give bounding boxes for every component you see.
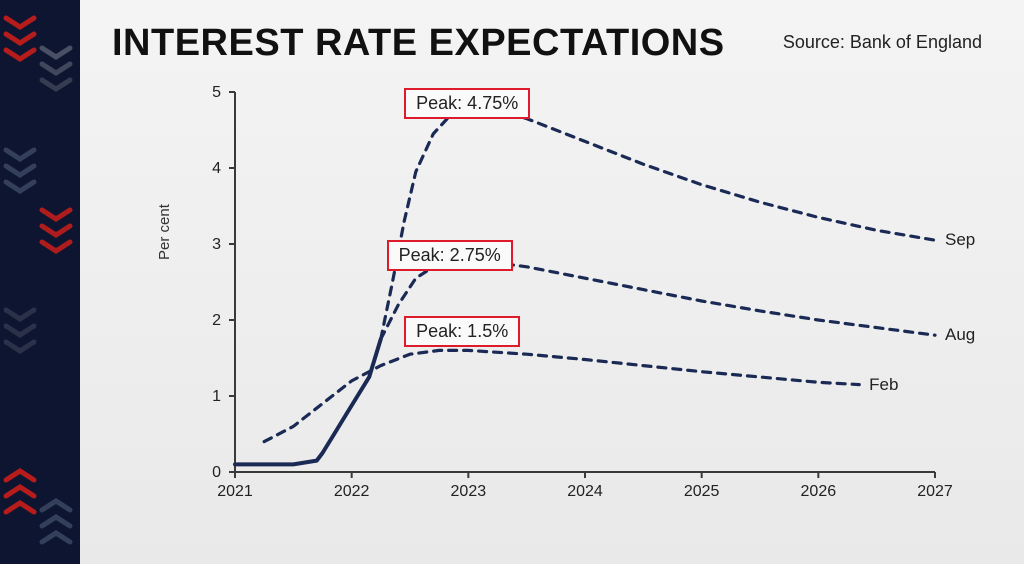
y-tick-label: 1: [212, 388, 221, 405]
side-strip-chevrons: [0, 0, 80, 564]
x-tick-label: 2027: [917, 483, 953, 500]
x-tick-label: 2025: [684, 483, 720, 500]
series-end-label-sep: Sep: [945, 230, 975, 250]
peak-label-aug: Peak: 2.75%: [387, 240, 513, 271]
source-label: Source: Bank of England: [783, 32, 982, 53]
peak-label-sep: Peak: 4.75%: [404, 88, 530, 119]
y-tick-label: 2: [212, 312, 221, 329]
x-tick-label: 2024: [567, 483, 603, 500]
y-tick-label: 3: [212, 236, 221, 253]
series-feb: [264, 350, 859, 441]
y-axis-label: Per cent: [156, 204, 173, 260]
x-tick-label: 2021: [217, 483, 253, 500]
x-tick-label: 2026: [801, 483, 837, 500]
x-tick-label: 2022: [334, 483, 370, 500]
peak-label-feb: Peak: 1.5%: [404, 316, 520, 347]
y-tick-label: 4: [212, 160, 221, 177]
page-title: INTEREST RATE EXPECTATIONS: [112, 22, 725, 65]
series-sep: [381, 107, 935, 339]
main-panel: INTEREST RATE EXPECTATIONS Source: Bank …: [80, 0, 1024, 564]
line-chart: 0 1 2 3 4 5 2021 2022 2023 2024 2025 2026 2027: [185, 82, 985, 512]
chart-area: 0 1 2 3 4 5 2021 2022 2023 2024 2025 2026 2027 Peak:…: [185, 82, 985, 512]
series-end-label-feb: Feb: [869, 375, 898, 395]
series-history: [235, 339, 381, 464]
y-tick-label: 0: [212, 464, 221, 481]
side-strip: [0, 0, 80, 564]
series-end-label-aug: Aug: [945, 325, 975, 345]
x-tick-label: 2023: [451, 483, 487, 500]
y-tick-label: 5: [212, 84, 221, 101]
